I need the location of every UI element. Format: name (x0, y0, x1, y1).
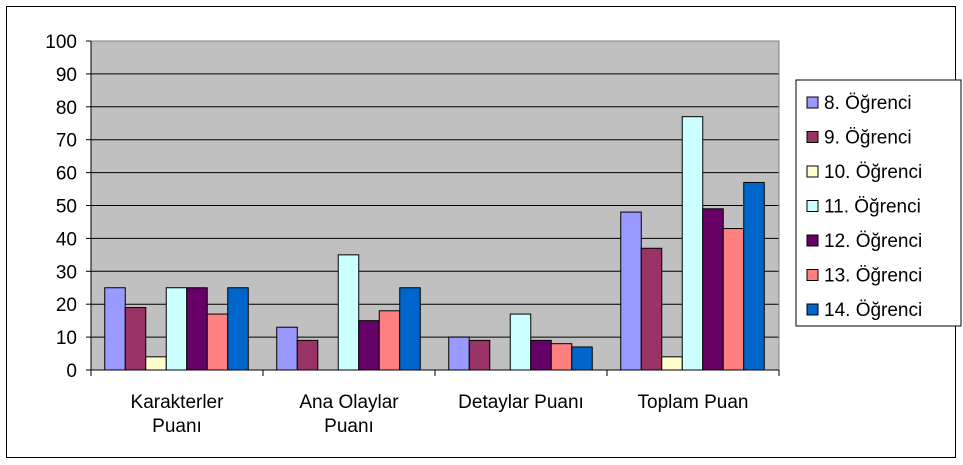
bar (550, 343, 573, 371)
bar (661, 356, 683, 371)
bar (722, 228, 745, 371)
y-tick-label: 30 (56, 262, 77, 283)
x-category-label: Detaylar Puanı (458, 392, 584, 413)
bar (165, 287, 188, 371)
bar (509, 313, 532, 371)
bar (702, 208, 724, 371)
legend-entry: 9. Öğrenci (824, 128, 912, 149)
x-category-label: Puanı (324, 416, 374, 437)
legend-swatch (806, 269, 819, 281)
legend-entry: 12. Öğrenci (824, 231, 922, 252)
bar (620, 211, 642, 371)
legend-entry: 11. Öğrenci (824, 197, 921, 218)
y-tick-label: 60 (56, 164, 77, 185)
y-tick-label: 40 (56, 229, 77, 250)
bar (530, 339, 552, 371)
x-category-label: Karakterler (131, 392, 225, 413)
legend-entry: 10. Öğrenci (824, 162, 922, 183)
bar (337, 254, 360, 371)
bar (743, 181, 765, 371)
bar (399, 287, 421, 371)
legend-swatch (806, 96, 819, 109)
x-category-labels: Karakterler Puanı Ana Olaylar Puanı Detaylar… (131, 392, 749, 437)
bar (186, 287, 208, 371)
y-tick-label: 100 (45, 32, 77, 53)
legend-entry: 8. Öğrenci (824, 93, 912, 114)
bar (640, 247, 663, 371)
bar (358, 320, 380, 371)
bar (296, 339, 319, 371)
y-tick-label: 10 (56, 328, 77, 349)
bar (571, 346, 593, 371)
legend: 8. Öğrenci 9. Öğrenci 10. Öğrenci 11. Öğren… (795, 79, 962, 327)
y-tick-label: 0 (66, 361, 77, 382)
y-tick-label: 90 (56, 65, 77, 86)
legend-swatch (806, 234, 819, 247)
x-category-label: Toplam Puan (638, 392, 749, 413)
legend-swatch (806, 303, 819, 316)
legend-swatch (806, 131, 819, 143)
bar (378, 310, 401, 371)
x-category-label: Puanı (152, 416, 202, 437)
axes (86, 40, 780, 376)
bar (276, 326, 298, 371)
y-tick-label: 80 (56, 98, 77, 119)
legend-swatch (806, 165, 819, 178)
bar (206, 313, 229, 371)
legend-entry: 13. Öğrenci (824, 266, 922, 287)
bar (227, 287, 249, 371)
bar (681, 116, 704, 371)
x-category-label: Ana Olaylar (299, 392, 399, 413)
bar (145, 356, 167, 371)
legend-entry: 14. Öğrenci (824, 300, 922, 321)
y-tick-label: 20 (56, 295, 77, 316)
y-tick-labels: 0 10 20 30 40 50 60 70 80 90 100 (45, 32, 77, 382)
bar (124, 306, 147, 371)
legend-box (795, 79, 962, 327)
y-tick-label: 70 (56, 131, 77, 152)
legend-swatch (806, 200, 819, 212)
y-tick-label: 50 (56, 197, 77, 218)
bars (104, 116, 765, 371)
bar (448, 336, 470, 371)
bar (104, 287, 126, 371)
bar (468, 339, 491, 371)
